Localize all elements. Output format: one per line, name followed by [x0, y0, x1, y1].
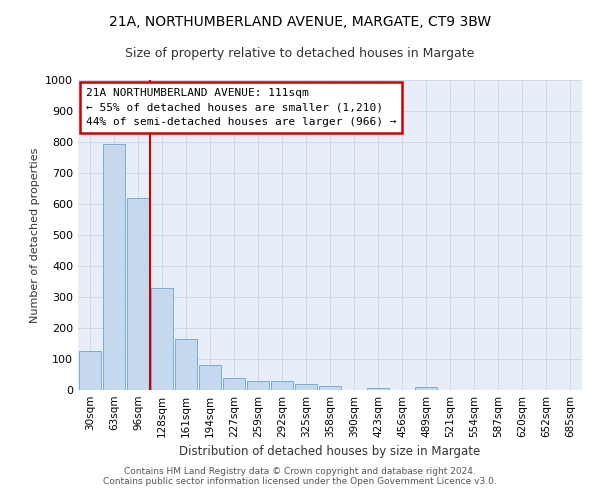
Text: Contains HM Land Registry data © Crown copyright and database right 2024.: Contains HM Land Registry data © Crown c…: [124, 467, 476, 476]
Text: 21A, NORTHUMBERLAND AVENUE, MARGATE, CT9 3BW: 21A, NORTHUMBERLAND AVENUE, MARGATE, CT9…: [109, 15, 491, 29]
Text: Contains public sector information licensed under the Open Government Licence v3: Contains public sector information licen…: [103, 477, 497, 486]
Y-axis label: Number of detached properties: Number of detached properties: [29, 148, 40, 322]
Bar: [103, 144, 125, 390]
Bar: [175, 340, 197, 390]
Bar: [199, 365, 221, 390]
Bar: [127, 198, 149, 390]
Text: Size of property relative to detached houses in Margate: Size of property relative to detached ho…: [125, 48, 475, 60]
Bar: [247, 380, 269, 390]
Bar: [319, 386, 341, 390]
Text: 21A NORTHUMBERLAND AVENUE: 111sqm
← 55% of detached houses are smaller (1,210)
4: 21A NORTHUMBERLAND AVENUE: 111sqm ← 55% …: [86, 88, 396, 128]
Bar: [151, 288, 173, 390]
X-axis label: Distribution of detached houses by size in Margate: Distribution of detached houses by size …: [179, 446, 481, 458]
Bar: [79, 351, 101, 390]
Bar: [271, 382, 293, 390]
Bar: [367, 388, 389, 390]
Bar: [295, 384, 317, 390]
Bar: [223, 378, 245, 390]
Bar: [415, 387, 437, 390]
